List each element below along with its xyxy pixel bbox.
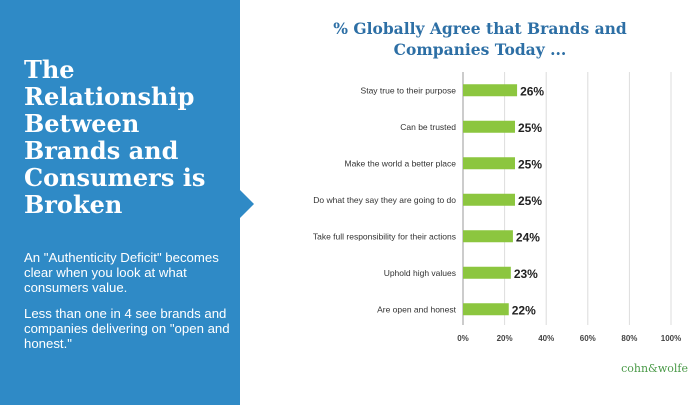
bar (463, 84, 518, 97)
x-tick-label: 80% (621, 334, 637, 343)
category-label: Can be trusted (400, 122, 456, 132)
bar (463, 266, 511, 279)
category-label: Make the world a better place (344, 158, 456, 168)
x-tick-label: 60% (580, 334, 596, 343)
brand-logo: cohn&wolfe (621, 362, 688, 375)
left-panel: The Relationship Between Brands and Cons… (0, 0, 240, 405)
bar (463, 230, 513, 243)
panel-paragraph-honest: Less than one in 4 see brands and compan… (24, 306, 230, 351)
panel-arrow-pointer (240, 190, 254, 218)
panel-paragraph-deficit: An "Authenticity Deficit" becomes clear … (24, 250, 219, 295)
value-label: 26% (520, 84, 544, 98)
bar (463, 120, 515, 133)
value-label: 24% (516, 230, 540, 244)
category-label: Uphold high values (384, 268, 456, 278)
bar (463, 193, 515, 206)
chart-title: % Globally Agree that Brands and Compani… (333, 19, 627, 59)
bar (463, 303, 509, 316)
bar (463, 157, 515, 170)
x-tick-label: 0% (457, 334, 469, 343)
category-label: Are open and honest (377, 304, 457, 314)
x-tick-label: 40% (538, 334, 554, 343)
value-label: 25% (518, 157, 542, 171)
x-tick-label: 20% (497, 334, 513, 343)
category-label: Take full responsibility for their actio… (313, 231, 456, 241)
value-label: 22% (512, 303, 536, 317)
headline: The Relationship Between Brands and Cons… (24, 55, 206, 219)
category-label: Stay true to their purpose (361, 85, 457, 95)
x-tick-label: 100% (661, 334, 681, 343)
category-label: Do what they say they are going to do (313, 195, 456, 205)
value-label: 23% (514, 267, 538, 281)
value-label: 25% (518, 194, 542, 208)
value-label: 25% (518, 121, 542, 135)
